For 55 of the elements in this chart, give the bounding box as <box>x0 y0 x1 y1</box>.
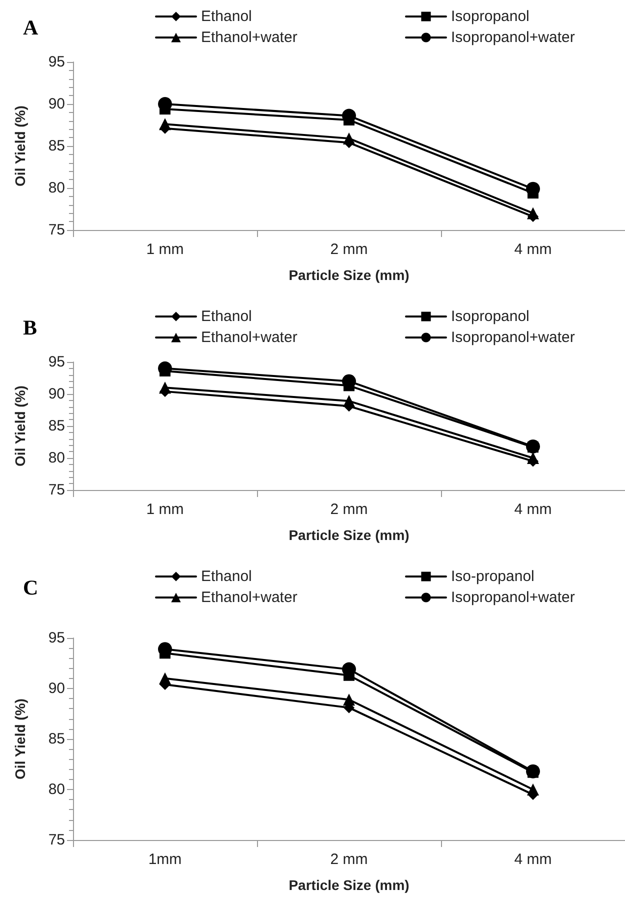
x-axis-title: Particle Size (mm) <box>288 527 410 543</box>
chart-title: A <box>23 16 39 40</box>
y-tick-label: 90 <box>48 96 65 112</box>
point <box>343 694 355 706</box>
y-tick-label: 90 <box>48 386 65 402</box>
x-tick-label: 2 mm <box>330 241 368 258</box>
point <box>527 207 539 220</box>
x-tick-label: 1mm <box>148 851 182 868</box>
legend-label: Isopropanol <box>451 308 530 325</box>
y-axis-title: Oil Yield (%) <box>12 698 28 780</box>
y-tick-label: 75 <box>48 832 65 848</box>
y-axis-title: Oil Yield (%) <box>12 106 28 186</box>
legend-label: Ethanol <box>201 308 252 325</box>
legend-label: Ethanol+water <box>201 29 298 46</box>
legend-label: Isopropanol+water <box>451 329 575 346</box>
legend-label: Isopropanol <box>451 8 530 25</box>
x-tick-label: 2 mm <box>330 851 368 868</box>
y-tick-label: 75 <box>48 222 65 238</box>
point <box>159 672 171 684</box>
point <box>159 382 171 394</box>
point <box>343 395 355 408</box>
y-tick-label: 80 <box>48 450 65 466</box>
point <box>159 118 171 130</box>
y-tick-label: 95 <box>48 354 65 370</box>
legend-label: Ethanol <box>201 568 252 585</box>
legend-label: Isopropanol+water <box>451 29 575 46</box>
x-tick-label: 1 mm <box>146 501 184 518</box>
x-axis-title: Particle Size (mm) <box>288 877 410 893</box>
chart-title: B <box>23 316 38 340</box>
y-tick-label: 80 <box>48 180 65 196</box>
x-tick-label: 4 mm <box>514 501 552 518</box>
chart-title: C <box>23 576 38 600</box>
point <box>527 784 539 796</box>
legend-label: Iso-propanol <box>451 568 534 585</box>
y-tick-label: 75 <box>48 482 65 498</box>
x-tick-label: 1 mm <box>146 241 184 258</box>
legend-label: Ethanol+water <box>201 589 298 606</box>
y-tick-label: 85 <box>48 418 65 434</box>
x-tick-label: 4 mm <box>514 241 552 258</box>
legend-label: Ethanol+water <box>201 329 298 346</box>
point <box>526 764 540 778</box>
y-tick-label: 95 <box>48 54 65 70</box>
x-tick-label: 4 mm <box>514 851 552 868</box>
y-axis-title: Oil Yield (%) <box>12 386 28 466</box>
y-tick-label: 95 <box>48 630 65 646</box>
point <box>527 452 539 464</box>
legend-label: Ethanol <box>201 8 252 25</box>
y-tick-label: 90 <box>48 680 65 697</box>
legend-label: Isopropanol+water <box>451 589 575 606</box>
point <box>343 132 355 144</box>
y-tick-label: 85 <box>48 138 65 154</box>
y-tick-label: 85 <box>48 730 65 748</box>
x-axis-title: Particle Size (mm) <box>288 267 410 283</box>
y-tick-label: 80 <box>48 781 65 798</box>
x-tick-label: 2 mm <box>330 501 368 518</box>
